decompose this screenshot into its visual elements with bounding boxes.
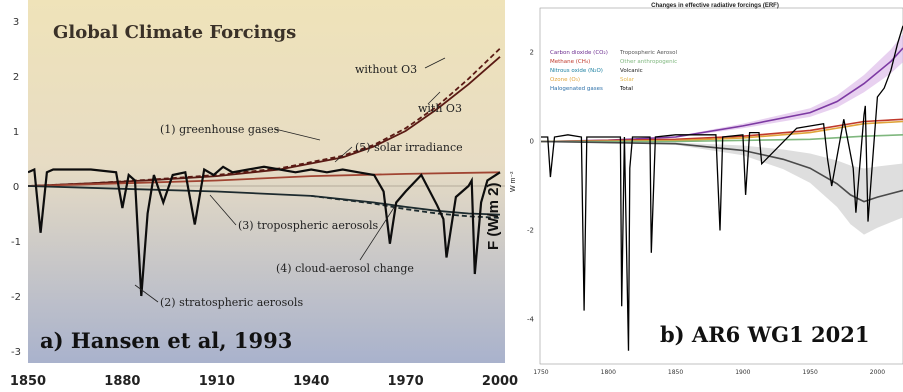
panel-a-y-tick-label: -2 xyxy=(11,292,21,303)
legend-entry: Ozone (O₃) xyxy=(550,77,580,83)
annotation-solar: (5) solar irradiance xyxy=(355,141,463,154)
panel-a-title: Global Climate Forcings xyxy=(53,22,296,43)
panel-a-caption: a) Hansen et al, 1993 xyxy=(40,328,292,353)
series-other xyxy=(541,134,903,143)
panel-b-legend: Carbon dioxide (CO₂) Methane (CH₄) Nitrous… xyxy=(550,50,677,92)
legend-entry: Tropospheric Aerosol xyxy=(619,50,677,56)
series-ghg-with-o3 xyxy=(28,56,501,187)
panel-a-y-tick-label: -3 xyxy=(11,347,21,358)
panel-a-x-tick-label: 2000 xyxy=(482,374,518,389)
panel-a-y-tick-label: -1 xyxy=(11,237,21,248)
panel-b-ylabel: W m⁻² xyxy=(510,171,517,192)
annotation-without-o3: without O3 xyxy=(355,63,417,76)
panel-a-y-tick-label: 3 xyxy=(13,17,19,28)
legend-entry: Methane (CH₄) xyxy=(550,59,590,65)
legend-entry: Solar xyxy=(620,77,635,83)
panel-a-x-tick-label: 1850 xyxy=(10,374,46,389)
panel-b-x-ticks: 1750 1800 1850 1900 1950 2000 xyxy=(533,369,885,376)
legend-entry: Nitrous oxide (N₂O) xyxy=(550,68,603,74)
panel-b-title: Changes in effective radiative forcings … xyxy=(651,3,779,9)
panel-b-y-ticks: 2 0 -2 -4 xyxy=(527,49,535,324)
panel-b-x-tick-label: 1750 xyxy=(533,369,548,376)
panel-a-x-tick-label: 1970 xyxy=(388,374,424,389)
panel-b-x-tick-label: 1950 xyxy=(803,369,818,376)
series-trop-aerosols xyxy=(28,185,501,216)
panel-b-caption: b) AR6 WG1 2021 xyxy=(660,322,870,347)
series-stratospheric-aerosols xyxy=(28,165,501,297)
series-co2 xyxy=(540,47,903,143)
panel-b-y-tick-label: -2 xyxy=(527,227,534,235)
panel-b-x-tick-label: 1850 xyxy=(668,369,683,376)
panel-b-x-tick-label: 2000 xyxy=(870,369,885,376)
legend-entry: Other anthropogenic xyxy=(620,59,677,65)
panel-b-x-tick-label: 1900 xyxy=(735,369,750,376)
annotation-with-o3: with O3 xyxy=(418,102,462,115)
legend-entry: Volcanic xyxy=(620,68,643,74)
legend-entry: Halogenated gases xyxy=(550,86,603,92)
panel-a-x-tick-label: 1910 xyxy=(199,374,235,389)
annotation-leaders xyxy=(134,57,446,303)
annotation-strat-aerosols: (2) stratospheric aerosols xyxy=(160,296,303,309)
panel-a-y-tick-label: 1 xyxy=(13,127,19,138)
panel-b-x-tick-label: 1800 xyxy=(601,369,616,376)
co2-uncertainty-band xyxy=(541,34,903,142)
series-methane xyxy=(540,118,903,143)
panel-b-series xyxy=(540,25,903,351)
panel-a-hansen: 3 2 1 0 -1 -2 -3 1850 1880 1910 1940 1970 2000 Glob… xyxy=(10,0,518,389)
annotation-cloud-aerosol: (4) cloud-aerosol change xyxy=(276,262,414,275)
panel-a-x-tick-label: 1940 xyxy=(293,374,329,389)
panel-a-x-ticks: 1850 1880 1910 1940 1970 2000 xyxy=(10,374,518,389)
panel-b-y-tick-label: 0 xyxy=(530,138,534,146)
panel-b-y-tick-label: -4 xyxy=(527,316,535,324)
panel-a-series xyxy=(28,47,501,297)
panel-a-ylabel: F (W/m 2) xyxy=(485,183,502,251)
series-volcanic-total xyxy=(541,25,903,351)
annotation-trop-aerosols: (3) tropospheric aerosols xyxy=(238,219,378,232)
panel-b-y-tick-label: 2 xyxy=(530,49,534,57)
aerosol-uncertainty-band xyxy=(541,141,903,235)
series-aerosol xyxy=(540,140,903,203)
panel-a-y-ticks: 3 2 1 0 -1 -2 -3 xyxy=(11,17,21,358)
legend-entry: Total xyxy=(619,86,633,92)
legend-entry: Carbon dioxide (CO₂) xyxy=(550,50,608,56)
panel-a-y-tick-label: 0 xyxy=(13,182,19,193)
panel-b-ar6: Changes in effective radiative forcings … xyxy=(510,3,903,376)
panel-a-y-tick-label: 2 xyxy=(13,72,19,83)
panel-a-x-tick-label: 1880 xyxy=(104,374,140,389)
annotation-greenhouse: (1) greenhouse gases xyxy=(160,123,280,136)
